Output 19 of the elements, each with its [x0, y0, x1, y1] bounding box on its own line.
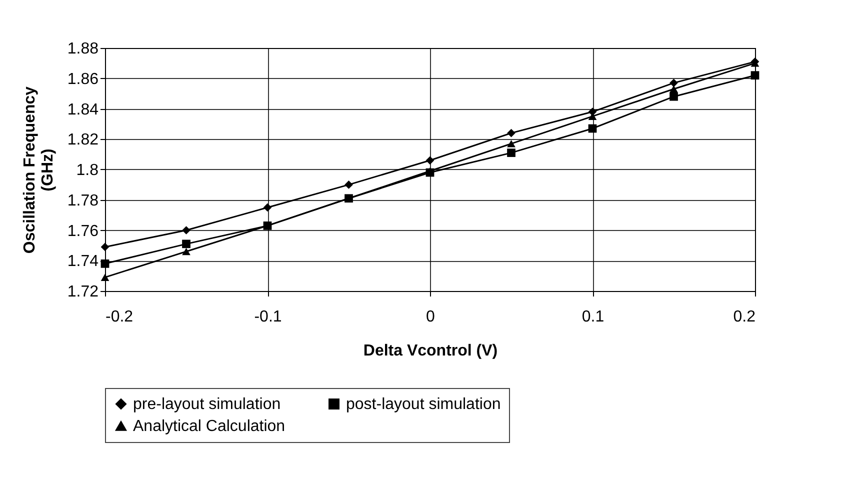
x-tick-label: 0: [426, 308, 436, 326]
y-tick-label: 1.8: [76, 162, 99, 179]
legend-label: Analytical Calculation: [133, 418, 286, 435]
x-axis-title: Delta Vcontrol (V): [363, 342, 498, 360]
y-tick-label: 1.76: [67, 222, 99, 240]
y-tick-label: 1.84: [67, 101, 99, 118]
y-tick-label: 1.78: [67, 192, 99, 210]
y-tick-label: 1.86: [67, 70, 99, 88]
x-tick-label: -0.1: [254, 308, 282, 326]
legend-label: pre-layout simulation: [133, 396, 281, 413]
y-axis-title: Oscillation Frequency (GHz): [21, 86, 56, 254]
x-tick-label: 0.2: [733, 308, 756, 326]
y-tick-label: 1.72: [67, 284, 99, 300]
y-tick-label: 1.88: [67, 40, 99, 58]
x-tick-label: -0.2: [106, 308, 134, 326]
y-tick-label: 1.74: [67, 253, 99, 270]
x-tick-label: 0.1: [582, 308, 604, 326]
legend-label: post-layout simulation: [346, 396, 501, 413]
y-tick-label: 1.82: [67, 132, 99, 149]
